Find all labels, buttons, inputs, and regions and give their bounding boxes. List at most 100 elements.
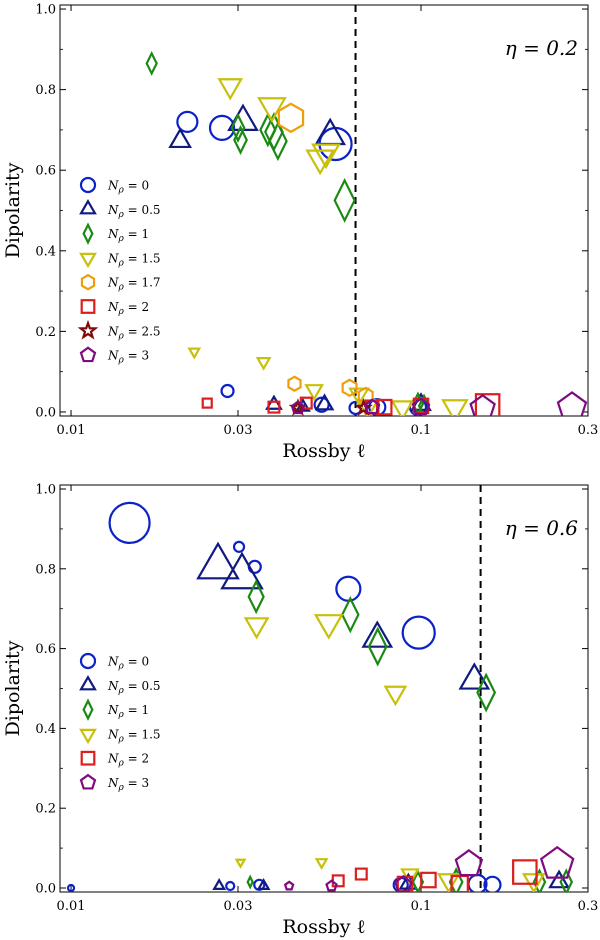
y-tick-label: 1.0	[35, 482, 56, 497]
y-tick-label: 0.8	[35, 83, 56, 98]
legend-entry: Nρ = 2	[107, 752, 149, 769]
y-tick-label: 0.2	[35, 325, 56, 340]
series-pentagon	[283, 845, 575, 892]
legend-marker	[79, 176, 97, 194]
legend-entry: Nρ = 0	[107, 179, 149, 196]
y-tick-label: 1.0	[35, 3, 56, 18]
legend-marker	[79, 728, 97, 745]
legend-entry: Nρ = 1.5	[107, 727, 161, 744]
y-axis-label: Dipolarity	[2, 162, 24, 258]
data-point	[476, 672, 497, 713]
series-diamond	[246, 579, 574, 892]
legend-marker	[82, 698, 94, 721]
data-point	[305, 149, 336, 176]
data-point	[283, 880, 295, 891]
data-point	[257, 97, 287, 123]
data-point	[556, 391, 588, 416]
data-point	[361, 620, 394, 648]
data-point	[474, 393, 501, 416]
data-point	[217, 78, 244, 101]
data-point	[176, 110, 199, 133]
eta-annotation: η = 0.2	[505, 36, 578, 60]
data-point	[247, 579, 265, 615]
data-point	[255, 357, 272, 371]
eta-annotation: η = 0.6	[505, 516, 579, 540]
series-triangle	[168, 103, 432, 412]
legend-marker	[79, 652, 97, 670]
data-points	[145, 50, 588, 416]
legend-entry: Nρ = 1.7	[107, 276, 161, 293]
data-point	[230, 112, 246, 143]
data-point	[341, 595, 360, 634]
x-tick-label: 0.01	[57, 899, 86, 914]
x-tick-label: 0.1	[411, 899, 432, 914]
data-point	[548, 869, 570, 889]
data-point	[187, 347, 202, 360]
series-hexagon	[277, 102, 374, 406]
y-tick-label: 0.4	[35, 244, 56, 259]
series-triangle-down	[234, 614, 546, 892]
data-point	[66, 883, 76, 892]
legend-entry: Nρ = 1.5	[107, 251, 161, 268]
chart-panel-2: 0.0 0.2 0.4 0.6 0.8 1.0 0.01 0.03 0.1 0.3 Rossby ℓ…	[2, 482, 598, 938]
data-point	[220, 551, 264, 590]
y-tick-label: 0.2	[35, 802, 56, 817]
y-tick-label: 0.8	[35, 562, 56, 577]
x-tick-label: 0.3	[578, 423, 599, 438]
data-point	[469, 393, 496, 416]
data-point	[333, 177, 356, 223]
data-point	[367, 626, 388, 667]
data-point	[145, 50, 158, 76]
data-point	[483, 875, 502, 892]
data-point	[354, 398, 373, 416]
legend-marker	[80, 299, 96, 314]
series-triangle-down	[187, 78, 469, 416]
data-point	[314, 858, 329, 871]
data-point	[256, 878, 271, 890]
legend-marker	[80, 750, 96, 766]
series-circle	[66, 501, 502, 892]
data-point	[441, 399, 469, 416]
data-point	[246, 874, 254, 890]
data-point	[454, 849, 484, 877]
chart-panel-1: 0.0 0.2 0.4 0.6 0.8 1.0 0.01 0.03 0.1 0.3 Rossby ℓ…	[2, 3, 598, 462]
legend-marker	[79, 773, 97, 790]
legend-marker	[79, 346, 97, 363]
data-point	[313, 614, 344, 640]
y-tick-label: 0.6	[35, 164, 56, 179]
data-point	[401, 615, 436, 650]
x-tick-label: 0.03	[224, 899, 253, 914]
data-point	[311, 143, 341, 170]
y-tick-label: 0.6	[35, 642, 56, 657]
legend-marker	[77, 319, 99, 340]
data-point	[348, 387, 370, 407]
data-point	[267, 400, 281, 414]
legend-marker	[79, 675, 97, 691]
series-triangle	[196, 541, 570, 890]
legend-entry: Nρ = 0.5	[107, 679, 161, 696]
x-axis-label: Rossby ℓ	[282, 440, 365, 462]
data-point	[383, 685, 408, 707]
data-point	[234, 858, 247, 869]
legend-entry: Nρ = 3	[107, 776, 149, 793]
data-point	[220, 383, 235, 399]
data-point	[212, 878, 227, 890]
legend-entry: Nρ = 2.5	[107, 324, 161, 341]
data-point	[341, 378, 358, 398]
data-point	[287, 375, 302, 393]
data-point	[436, 873, 461, 892]
legend-entry: Nρ = 2	[107, 300, 149, 317]
legend-marker	[82, 222, 94, 245]
series-pentagon	[290, 391, 588, 416]
data-point	[196, 541, 240, 580]
data-point	[411, 397, 431, 416]
legend-entry: Nρ = 3	[107, 349, 149, 366]
data-point	[390, 400, 415, 416]
data-point	[225, 880, 236, 892]
x-tick-label: 0.03	[224, 423, 253, 438]
data-point	[325, 879, 338, 892]
legend-marker	[80, 273, 96, 291]
legend: Nρ = 0 Nρ = 0.5 Nρ = 1 Nρ = 1.5 Nρ = 2 Nρ = 3	[79, 652, 161, 793]
